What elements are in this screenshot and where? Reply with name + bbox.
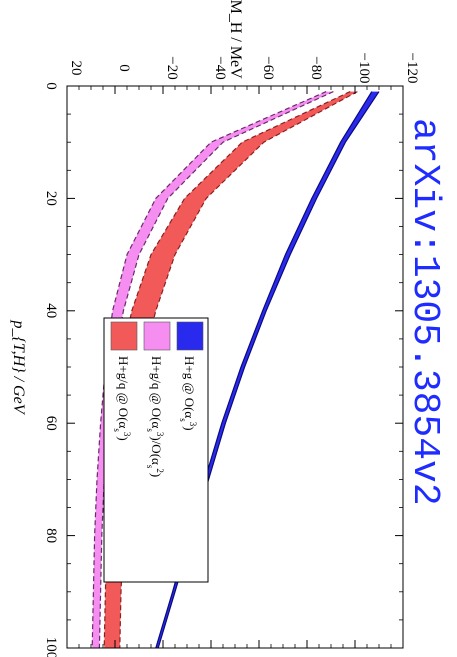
y-tick-label: −100 [356, 53, 372, 84]
y-tick-label: −120 [404, 53, 420, 84]
band-1 [104, 91, 358, 649]
x-tick-label: 40 [43, 303, 59, 318]
legend-label-2: H+g/q @ O(αs3) [112, 356, 132, 441]
y-tick-label: −20 [164, 56, 180, 79]
legend-box [103, 317, 209, 583]
plot-area: −120 −100 −80 −60 −40 −20 0 20 0 20 40 60 80 100 ΔM_H … [10, 0, 420, 657]
band-2-upper-edge [91, 91, 327, 649]
y-tick-label: 20 [68, 61, 84, 76]
legend-label-0: H+g @ O(αs3) [178, 356, 198, 431]
legend-label-1: H+g/q @ O(αs3)/O(αs2) [145, 356, 165, 477]
legend-swatch-2 [110, 321, 138, 351]
x-tick-label: 0 [43, 82, 59, 90]
x-tick-label: 80 [43, 528, 59, 543]
x-tick-label: 60 [43, 416, 59, 431]
y-axis-title: ΔM_H / MeV [227, 0, 244, 79]
arxiv-watermark: arXiv:1305.3854v2 [403, 118, 446, 506]
y-tick-label: −40 [212, 56, 228, 79]
y-tick-label: −60 [260, 56, 276, 79]
legend-swatch-1 [143, 321, 171, 351]
legend-swatch-0 [176, 321, 204, 351]
y-tick-label: 0 [116, 64, 132, 72]
x-tick-label: 100 [43, 637, 59, 657]
y-tick-label: −80 [308, 56, 324, 79]
x-tick-label: 20 [43, 191, 59, 206]
x-axis-title: p_{T,H} / GeV [10, 320, 27, 416]
